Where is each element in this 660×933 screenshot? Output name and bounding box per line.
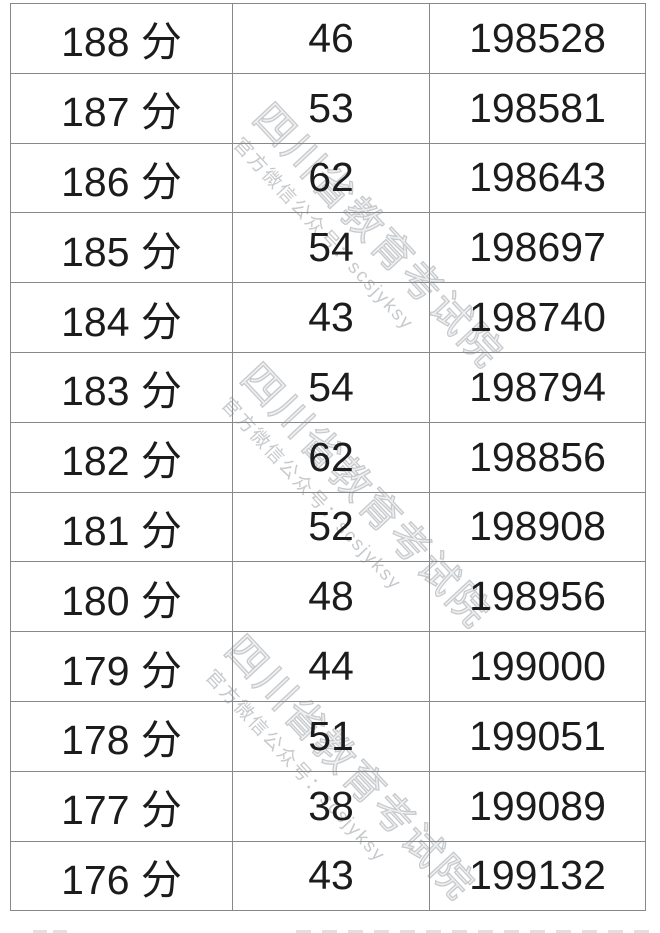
table-row: 181 分 52 198908 — [10, 491, 646, 563]
count-cell: 52 — [232, 491, 430, 563]
table-row: 184 分 43 198740 — [10, 282, 646, 353]
score-cell: 188 分 — [10, 3, 233, 74]
table-row: 188 分 46 198528 — [10, 3, 646, 74]
cumulative-cell: 198908 — [429, 491, 646, 563]
score-cell: 177 分 — [10, 770, 233, 842]
score-cell: 179 分 — [10, 631, 233, 702]
score-cell: 176 分 — [10, 840, 233, 912]
count-cell: 54 — [232, 212, 430, 284]
count-cell: 46 — [232, 3, 430, 74]
cumulative-cell: 199132 — [429, 840, 646, 912]
cumulative-cell: 199051 — [429, 700, 646, 772]
cutoff-fragment-right — [296, 930, 660, 933]
score-cell: 185 分 — [10, 212, 233, 284]
count-cell: 48 — [232, 561, 430, 633]
score-cell: 183 分 — [10, 351, 233, 423]
table-row: 183 分 54 198794 — [10, 351, 646, 423]
score-cell: 186 分 — [10, 142, 233, 214]
cumulative-cell: 198794 — [429, 351, 646, 423]
score-cell: 180 分 — [10, 561, 233, 633]
cumulative-cell: 198528 — [429, 3, 646, 74]
cumulative-cell: 198697 — [429, 212, 646, 284]
table-row: 176 分 43 199132 — [10, 840, 646, 912]
cumulative-cell: 198740 — [429, 282, 646, 353]
score-distribution-table: 188 分 46 198528 187 分 53 198581 186 分 62… — [10, 3, 646, 912]
score-cell: 187 分 — [10, 72, 233, 144]
cumulative-cell: 199000 — [429, 631, 646, 702]
count-cell: 43 — [232, 282, 430, 353]
count-cell: 62 — [232, 142, 430, 214]
table-row: 177 分 38 199089 — [10, 770, 646, 842]
table-row: 186 分 62 198643 — [10, 142, 646, 214]
cumulative-cell: 198856 — [429, 421, 646, 493]
table-row: 180 分 48 198956 — [10, 561, 646, 633]
cumulative-cell: 199089 — [429, 770, 646, 842]
table-row: 179 分 44 199000 — [10, 631, 646, 702]
score-cell: 182 分 — [10, 421, 233, 493]
count-cell: 44 — [232, 631, 430, 702]
score-cell: 178 分 — [10, 700, 233, 772]
score-cell: 181 分 — [10, 491, 233, 563]
score-cell: 184 分 — [10, 282, 233, 353]
count-cell: 43 — [232, 840, 430, 912]
table-row: 182 分 62 198856 — [10, 421, 646, 493]
table-row: 187 分 53 198581 — [10, 72, 646, 144]
count-cell: 62 — [232, 421, 430, 493]
count-cell: 51 — [232, 700, 430, 772]
cumulative-cell: 198581 — [429, 72, 646, 144]
cumulative-cell: 198643 — [429, 142, 646, 214]
count-cell: 38 — [232, 770, 430, 842]
table-row: 178 分 51 199051 — [10, 700, 646, 772]
cutoff-fragment-left — [33, 930, 67, 933]
count-cell: 54 — [232, 351, 430, 423]
count-cell: 53 — [232, 72, 430, 144]
cumulative-cell: 198956 — [429, 561, 646, 633]
table-row: 185 分 54 198697 — [10, 212, 646, 284]
cutoff-text-fragment — [0, 928, 660, 933]
